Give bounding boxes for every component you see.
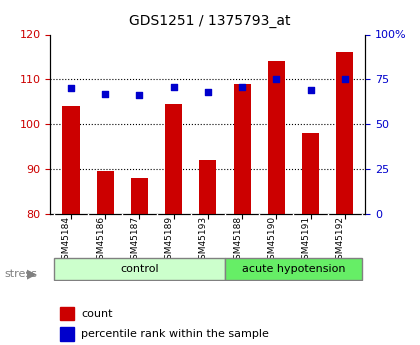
Text: GSM45189: GSM45189 <box>165 216 173 265</box>
Point <box>273 77 280 82</box>
Bar <box>234 84 251 214</box>
Bar <box>165 104 182 214</box>
Point <box>102 91 108 97</box>
Point <box>239 84 246 89</box>
Text: GSM45193: GSM45193 <box>199 216 208 265</box>
Text: stress: stress <box>4 269 37 279</box>
Bar <box>97 171 114 214</box>
Bar <box>131 178 148 214</box>
Bar <box>302 133 319 214</box>
Point <box>136 92 143 97</box>
Text: control: control <box>120 264 159 274</box>
Text: count: count <box>81 309 113 318</box>
Bar <box>63 106 79 214</box>
Bar <box>200 160 216 214</box>
Text: ▶: ▶ <box>27 268 37 281</box>
Text: GSM45191: GSM45191 <box>302 216 311 265</box>
Text: GSM45187: GSM45187 <box>131 216 139 265</box>
Text: GSM45186: GSM45186 <box>96 216 105 265</box>
Bar <box>60 327 74 341</box>
Text: GDS1251 / 1375793_at: GDS1251 / 1375793_at <box>129 14 291 28</box>
Text: percentile rank within the sample: percentile rank within the sample <box>81 329 269 339</box>
Bar <box>268 61 285 214</box>
Point <box>205 89 211 95</box>
Text: acute hypotension: acute hypotension <box>242 264 345 274</box>
Text: GSM45190: GSM45190 <box>268 216 276 265</box>
Text: GSM45192: GSM45192 <box>336 216 345 265</box>
FancyBboxPatch shape <box>54 258 225 280</box>
Point <box>341 77 348 82</box>
Text: GSM45188: GSM45188 <box>233 216 242 265</box>
Point <box>68 86 74 91</box>
FancyBboxPatch shape <box>225 258 362 280</box>
Point <box>307 87 314 93</box>
Bar <box>60 307 74 320</box>
Text: GSM45184: GSM45184 <box>62 216 71 265</box>
Bar <box>336 52 353 214</box>
Point <box>170 85 177 90</box>
